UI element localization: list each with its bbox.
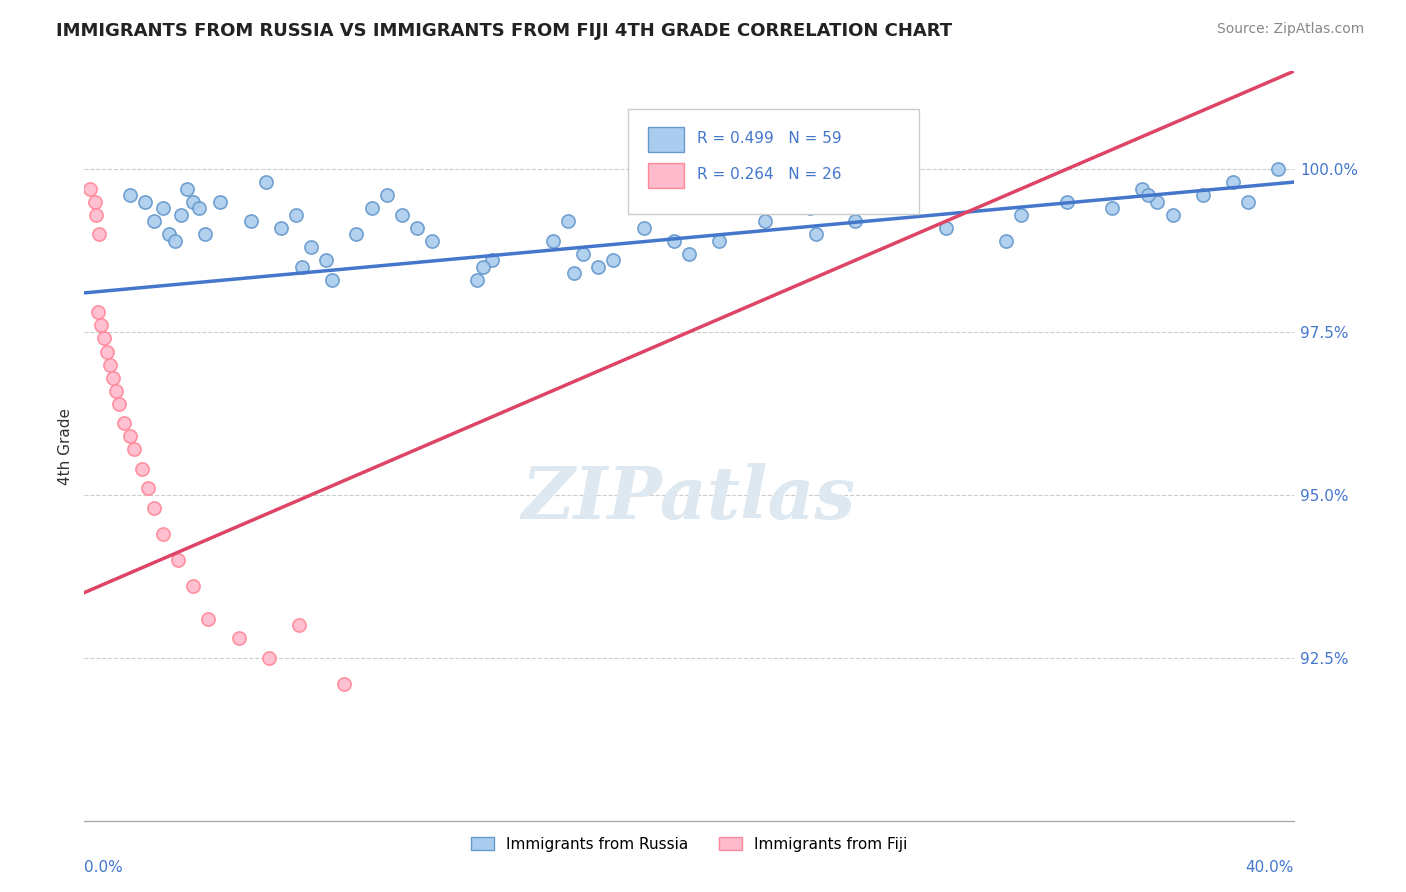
Point [112,416,135,430]
Point [1267,162,1289,177]
Point [1137,188,1160,202]
Point [814,188,837,202]
Point [257,650,280,665]
Point [167,553,190,567]
FancyBboxPatch shape [628,109,918,214]
Point [152,201,174,215]
Point [1192,188,1215,202]
Point [285,208,308,222]
Point [662,234,685,248]
Point [804,227,827,242]
Point [79,181,101,195]
Point [136,481,159,495]
Point [170,208,193,222]
FancyBboxPatch shape [648,127,685,153]
Point [633,220,655,235]
Point [420,234,443,248]
Point [239,214,262,228]
Point [562,266,585,280]
Point [467,273,489,287]
Point [84,194,107,209]
Point [472,260,495,274]
Point [197,612,219,626]
Text: IMMIGRANTS FROM RUSSIA VS IMMIGRANTS FROM FIJI 4TH GRADE CORRELATION CHART: IMMIGRANTS FROM RUSSIA VS IMMIGRANTS FRO… [56,22,952,40]
Point [1056,194,1078,209]
Point [1237,194,1260,209]
Point [541,234,564,248]
Point [602,253,624,268]
Point [375,188,398,202]
Y-axis label: 4th Grade: 4th Grade [58,408,73,484]
Point [89,227,111,242]
Text: R = 0.264   N = 26: R = 0.264 N = 26 [697,167,842,181]
Point [321,273,343,287]
Point [572,247,595,261]
Point [96,344,118,359]
Point [108,397,131,411]
Point [291,260,314,274]
Point [194,227,217,242]
Point [105,384,128,398]
Point [181,194,204,209]
Point [98,358,121,372]
Point [315,253,337,268]
Point [346,227,368,242]
Point [118,188,141,202]
Text: ZIPatlas: ZIPatlas [522,463,856,534]
Text: 0.0%: 0.0% [84,860,124,875]
Point [1161,208,1184,222]
Point [142,214,165,228]
Point [709,234,731,248]
Point [1101,201,1123,215]
Point [588,260,610,274]
Point [557,214,579,228]
Point [830,175,852,189]
Point [1222,175,1244,189]
Point [391,208,413,222]
Legend: Immigrants from Russia, Immigrants from Fiji: Immigrants from Russia, Immigrants from … [464,830,914,858]
Text: Source: ZipAtlas.com: Source: ZipAtlas.com [1216,22,1364,37]
Point [1146,194,1168,209]
Point [90,318,112,333]
Point [481,253,503,268]
Point [360,201,382,215]
Point [209,194,232,209]
Point [799,201,821,215]
Point [333,677,356,691]
Point [188,201,211,215]
Point [754,214,776,228]
Point [890,194,912,209]
Text: R = 0.499   N = 59: R = 0.499 N = 59 [697,130,842,145]
Text: 40.0%: 40.0% [1246,860,1294,875]
Point [152,527,174,541]
Point [299,240,322,254]
Point [270,220,292,235]
Point [122,442,145,457]
Point [176,181,198,195]
Point [142,500,165,515]
Point [935,220,957,235]
Point [93,331,115,345]
Point [995,234,1018,248]
Point [101,370,124,384]
Point [157,227,180,242]
Point [118,429,141,443]
Point [844,214,866,228]
Point [131,462,153,476]
Point [1011,208,1033,222]
Point [406,220,429,235]
FancyBboxPatch shape [648,162,685,188]
Point [134,194,156,209]
Point [288,618,311,632]
Point [181,579,204,593]
Point [1132,181,1154,195]
Point [228,631,250,645]
Point [165,234,187,248]
Point [87,305,110,319]
Point [678,247,700,261]
Point [254,175,277,189]
Point [86,208,108,222]
